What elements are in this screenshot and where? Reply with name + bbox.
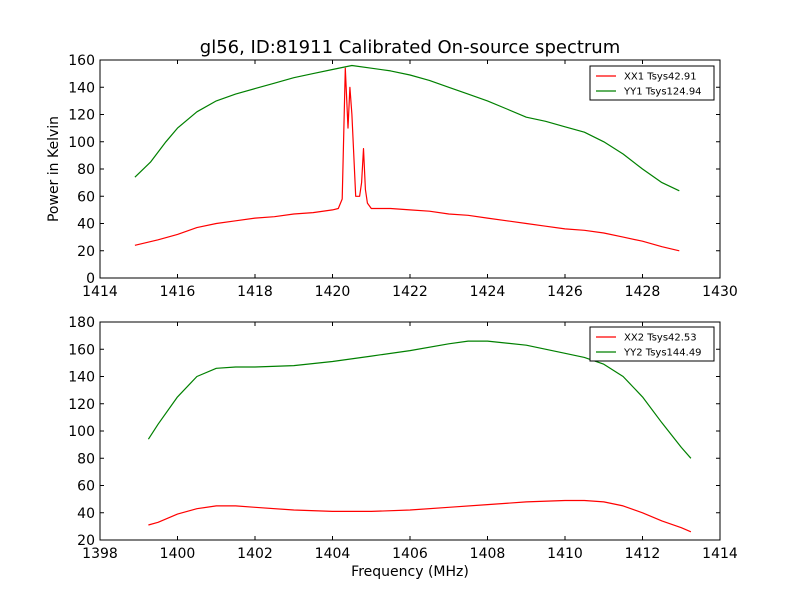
series-line-yy2 — [147, 340, 692, 459]
y-tick-label: 80 — [77, 162, 95, 178]
x-tick-label: 1398 — [82, 546, 118, 562]
legend-box — [589, 326, 715, 362]
y-tick-label: 20 — [77, 533, 95, 549]
x-tick-label: 1420 — [315, 284, 351, 300]
y-tick-label: 120 — [68, 397, 95, 413]
y-tick-label: 60 — [77, 189, 95, 205]
legend-box — [589, 65, 715, 101]
y-tick-label: 60 — [77, 479, 95, 495]
legend: XX2 Tsys42.53 YY2 Tsys144.49 — [589, 326, 715, 362]
legend-entry-label: XX2 Tsys42.53 — [624, 333, 697, 344]
y-tick-label: 160 — [68, 53, 95, 69]
series-line-yy1 — [134, 64, 680, 192]
top-chart: gl56, ID:81911 Calibrated On-source spec… — [46, 37, 738, 300]
x-tick-label: 1414 — [82, 284, 118, 300]
x-tick-label: 1412 — [625, 546, 661, 562]
y-tick-label: 140 — [68, 370, 95, 386]
x-tick-label: 1406 — [392, 546, 428, 562]
y-tick-label: 120 — [68, 108, 95, 124]
x-tick-label: 1410 — [547, 546, 583, 562]
x-tick-label: 1404 — [315, 546, 351, 562]
y-tick-label: 100 — [68, 424, 95, 440]
x-tick-label: 1422 — [392, 284, 428, 300]
y-tick-label: 0 — [86, 271, 95, 287]
y-tick-label: 40 — [77, 217, 95, 233]
series-line-xx2 — [148, 499, 692, 533]
y-tick-label: 100 — [68, 135, 95, 151]
legend-entry-label: XX1 Tsys42.91 — [624, 72, 697, 83]
x-tick-label: 1416 — [160, 284, 196, 300]
x-tick-label: 1400 — [160, 546, 196, 562]
y-tick-label: 20 — [77, 244, 95, 260]
y-axis-label: Power in Kelvin — [46, 116, 62, 222]
y-tick-label: 160 — [68, 342, 95, 358]
x-axis-label: Frequency (MHz) — [351, 564, 469, 580]
y-tick-label: 40 — [77, 506, 95, 522]
x-tick-label: 1414 — [702, 546, 738, 562]
legend-entry-label: YY1 Tsys124.94 — [623, 87, 702, 98]
legend-entry-label: YY2 Tsys144.49 — [623, 348, 702, 359]
y-tick-label: 80 — [77, 451, 95, 467]
x-tick-label: 1430 — [702, 284, 738, 300]
x-tick-label: 1426 — [547, 284, 583, 300]
legend: XX1 Tsys42.91 YY1 Tsys124.94 — [589, 65, 715, 101]
series-line-xx1 — [134, 67, 680, 252]
x-tick-label: 1418 — [237, 284, 273, 300]
x-tick-label: 1402 — [237, 546, 273, 562]
y-tick-label: 140 — [68, 80, 95, 96]
bottom-chart: Frequency (MHz) 1398 1400 1402 1404 1406 1408… — [68, 315, 738, 580]
x-tick-label: 1424 — [470, 284, 506, 300]
x-tick-label: 1428 — [625, 284, 661, 300]
x-tick-label: 1408 — [470, 546, 506, 562]
y-tick-label: 180 — [68, 315, 95, 331]
chart-title: gl56, ID:81911 Calibrated On-source spec… — [200, 37, 620, 58]
